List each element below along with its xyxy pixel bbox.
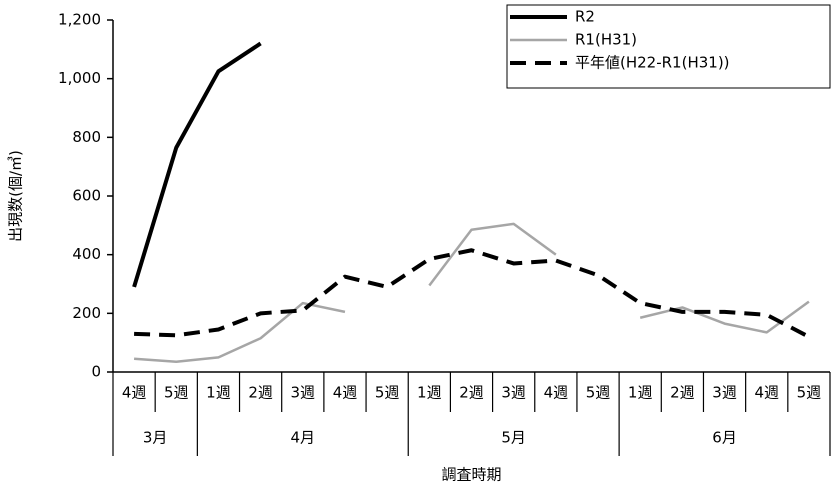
x-tick-label: 3週 <box>712 384 737 402</box>
x-tick-label: 2週 <box>670 384 695 402</box>
x-tick-label: 3週 <box>501 384 526 402</box>
x-tick-label: 5週 <box>586 384 611 402</box>
y-tick-label: 0 <box>91 363 101 381</box>
x-tick-label: 3週 <box>291 384 316 402</box>
series-line <box>134 248 810 339</box>
y-tick-label: 200 <box>72 304 101 322</box>
group-label: 4月 <box>291 429 316 447</box>
x-tick-label: 1週 <box>628 384 653 402</box>
x-tick-label: 5週 <box>164 384 189 402</box>
x-tick-label: 4週 <box>333 384 358 402</box>
y-axis-title: 出現数(個/㎥) <box>7 150 25 242</box>
x-tick-label: 4週 <box>754 384 779 402</box>
group-label: 6月 <box>712 429 737 447</box>
y-tick-label: 1,000 <box>58 69 101 87</box>
y-tick-label: 400 <box>72 245 101 263</box>
x-tick-label: 2週 <box>459 384 484 402</box>
x-tick-label: 2週 <box>248 384 273 402</box>
x-tick-label: 4週 <box>122 384 147 402</box>
series-line <box>134 222 810 363</box>
legend-label: R2 <box>575 8 595 26</box>
y-tick-label: 800 <box>72 128 101 146</box>
x-tick-label: 1週 <box>417 384 442 402</box>
group-label: 3月 <box>143 429 168 447</box>
series-line <box>132 41 262 288</box>
y-tick-label: 600 <box>72 187 101 205</box>
y-tick-label: 1,200 <box>58 11 101 29</box>
legend-label: R1(H31) <box>575 31 637 49</box>
x-tick-label: 5週 <box>375 384 400 402</box>
x-tick-label: 5週 <box>797 384 822 402</box>
x-tick-label: 4週 <box>544 384 569 402</box>
x-tick-label: 1週 <box>206 384 231 402</box>
x-axis-title: 調査時期 <box>441 466 501 484</box>
legend-label: 平年値(H22-R1(H31)) <box>575 54 730 72</box>
group-label: 5月 <box>501 429 526 447</box>
